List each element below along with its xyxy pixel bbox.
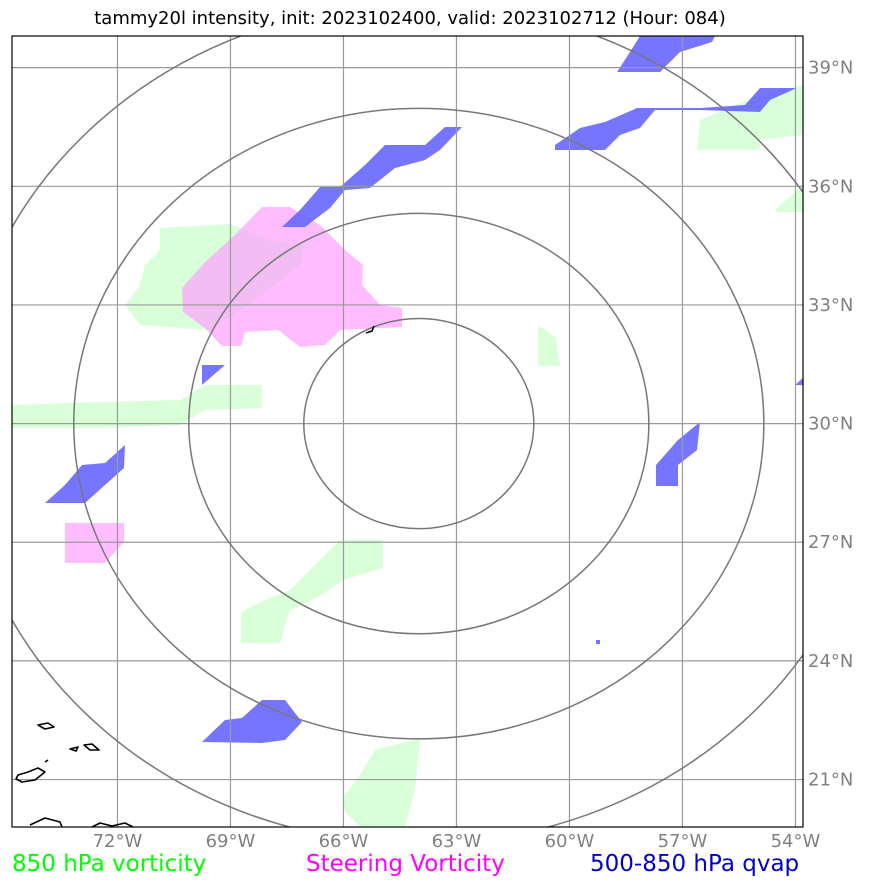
island-coast: [15, 767, 46, 783]
latitude-tick-label: 27°N: [808, 532, 853, 553]
range-ring: [188, 212, 650, 635]
map-frame: [11, 35, 804, 828]
legend-qvap: 500-850 hPa qvap: [590, 851, 800, 877]
latitude-tick-label: 21°N: [808, 770, 853, 791]
vorticity-850-patch: [12, 385, 262, 428]
steering-vorticity-patch: [65, 523, 124, 563]
longitude-tick-label: 60°W: [545, 831, 595, 852]
qvap-patch: [795, 378, 803, 385]
qvap-patch: [555, 88, 797, 150]
longitude-tick-label: 57°W: [658, 831, 708, 852]
latitude-tick-label: 39°N: [808, 58, 853, 79]
longitude-labels: 72°W 69°W 66°W 63°W 60°W 57°W 54°W: [93, 831, 821, 852]
island-coast: [83, 743, 100, 751]
longitude-tick-label: 54°W: [771, 831, 821, 852]
steering-vorticity-patch: [182, 207, 402, 347]
bermuda-coast: [365, 325, 375, 334]
island-coast: [29, 817, 63, 827]
graticule: [12, 36, 803, 827]
qvap-patch: [596, 640, 600, 644]
range-ring: [73, 107, 765, 740]
island-coast: [69, 746, 79, 752]
coastlines: [15, 325, 375, 827]
range-ring: [303, 317, 535, 530]
qvap-areas: [45, 36, 803, 743]
longitude-tick-label: 66°W: [319, 831, 369, 852]
vorticity-850-patch: [697, 85, 803, 150]
latitude-labels: 39°N 36°N 33°N 30°N 27°N 24°N 21°N: [808, 58, 853, 791]
range-rings: [12, 36, 803, 827]
qvap-patch: [202, 700, 302, 743]
legend-850-vorticity: 850 hPa vorticity: [12, 851, 207, 877]
island-coast: [37, 722, 55, 730]
latitude-tick-label: 36°N: [808, 176, 853, 197]
vorticity-850-patch: [241, 540, 383, 643]
latitude-tick-label: 33°N: [808, 295, 853, 316]
map-title: tammy20l intensity, init: 2023102400, va…: [94, 8, 726, 29]
island-coast: [44, 759, 49, 763]
steering-vorticity-areas: [65, 207, 402, 563]
legend-steering-vorticity: Steering Vorticity: [306, 851, 505, 877]
qvap-patch: [282, 127, 462, 227]
longitude-tick-label: 63°W: [432, 831, 482, 852]
qvap-patch: [617, 36, 715, 72]
island-coast: [91, 822, 134, 827]
longitude-tick-label: 69°W: [206, 831, 256, 852]
latitude-tick-label: 24°N: [808, 651, 853, 672]
qvap-patch: [202, 365, 225, 385]
vorticity-850-patch: [538, 325, 560, 366]
latitude-tick-label: 30°N: [808, 414, 853, 435]
vorticity-850-patch: [775, 185, 803, 212]
qvap-patch: [45, 445, 125, 503]
qvap-patch: [656, 422, 700, 486]
vorticity-850-patch: [343, 738, 420, 827]
longitude-tick-label: 72°W: [93, 831, 143, 852]
